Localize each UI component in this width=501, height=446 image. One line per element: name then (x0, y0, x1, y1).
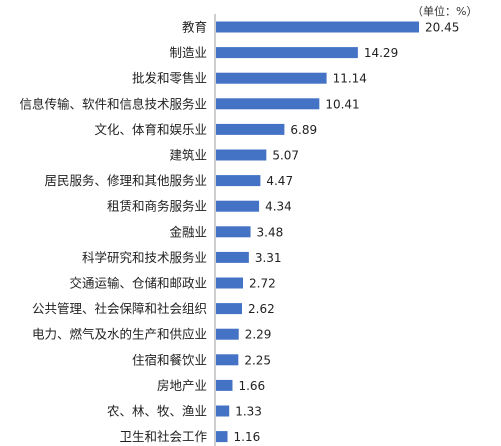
data-label: 11.14 (333, 72, 367, 86)
category-label: 租赁和商务服务业 (107, 199, 207, 214)
category-label: 教育 (182, 20, 207, 35)
bar (216, 72, 327, 84)
bar (216, 21, 419, 33)
bar (216, 379, 233, 391)
bar (216, 303, 243, 315)
category-label: 房地产业 (157, 378, 207, 393)
category-label: 建筑业 (169, 148, 207, 163)
bar (216, 175, 261, 187)
data-label: 2.25 (244, 353, 271, 367)
data-label: 6.89 (290, 123, 317, 137)
category-label: 批发和零售业 (132, 71, 207, 86)
unit-label: （单位：%） (412, 5, 478, 18)
bar (216, 226, 251, 238)
bar (216, 200, 260, 212)
category-label: 信息传输、软件和信息技术服务业 (19, 96, 207, 111)
bar (216, 47, 358, 59)
data-label: 3.48 (257, 225, 284, 239)
category-label: 卫生和社会工作 (119, 429, 207, 444)
category-label: 住宿和餐饮业 (132, 352, 207, 367)
data-label: 2.72 (249, 277, 276, 291)
data-label: 2.29 (245, 328, 272, 342)
category-label: 居民服务、修理和其他服务业 (44, 173, 207, 188)
bar (216, 354, 239, 366)
category-label: 农、林、牧、渔业 (107, 404, 207, 419)
bar (216, 328, 239, 340)
data-label: 3.31 (255, 251, 282, 265)
bar (216, 431, 228, 443)
data-label: 1.33 (235, 405, 262, 419)
bar (216, 405, 230, 417)
data-label: 5.07 (272, 149, 299, 163)
category-label: 科学研究和技术服务业 (82, 250, 207, 265)
data-label: 4.47 (266, 174, 293, 188)
category-label: 公共管理、社会保障和社会组织 (32, 301, 207, 316)
data-label: 1.16 (234, 430, 261, 444)
category-label: 金融业 (169, 224, 207, 239)
category-label: 交通运输、仓储和邮政业 (69, 276, 207, 291)
bar (216, 98, 320, 110)
bar (216, 251, 249, 263)
bar (216, 277, 244, 289)
data-label: 10.41 (325, 97, 359, 111)
data-label: 20.45 (425, 21, 459, 35)
data-label: 4.34 (265, 200, 292, 214)
bar (216, 149, 267, 161)
category-label: 电力、燃气及水的生产和供应业 (32, 327, 207, 342)
data-label: 1.66 (238, 379, 265, 393)
data-label: 2.62 (248, 302, 275, 316)
bar (216, 123, 285, 135)
category-label: 文化、体育和娱乐业 (94, 122, 207, 137)
category-label: 制造业 (169, 45, 207, 60)
data-label: 14.29 (364, 46, 398, 60)
